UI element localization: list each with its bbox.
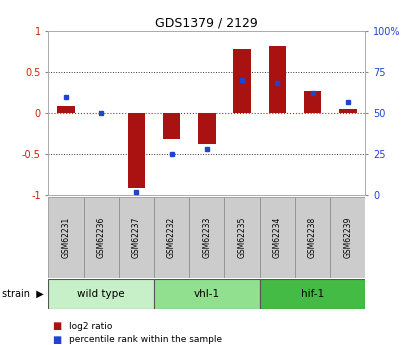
Text: GSM62233: GSM62233 — [202, 217, 211, 258]
Text: strain  ▶: strain ▶ — [2, 289, 44, 299]
Text: log2 ratio: log2 ratio — [69, 322, 113, 331]
Bar — [163, 113, 181, 139]
Bar — [339, 109, 357, 113]
Bar — [224, 197, 260, 278]
Bar — [154, 279, 260, 309]
Title: GDS1379 / 2129: GDS1379 / 2129 — [155, 17, 258, 30]
Text: wild type: wild type — [77, 289, 125, 299]
Text: vhl-1: vhl-1 — [194, 289, 220, 299]
Text: ■: ■ — [52, 335, 62, 345]
Bar — [295, 197, 330, 278]
Bar — [57, 106, 75, 113]
Text: ■: ■ — [52, 321, 62, 331]
Text: percentile rank within the sample: percentile rank within the sample — [69, 335, 223, 344]
Text: GSM62234: GSM62234 — [273, 217, 282, 258]
Bar — [260, 279, 365, 309]
Bar — [260, 197, 295, 278]
Bar — [233, 49, 251, 113]
Text: GSM62237: GSM62237 — [132, 217, 141, 258]
Bar — [304, 91, 321, 113]
Bar — [330, 197, 365, 278]
Text: GSM62236: GSM62236 — [97, 217, 106, 258]
Bar — [48, 197, 84, 278]
Text: GSM62238: GSM62238 — [308, 217, 317, 258]
Bar — [189, 197, 224, 278]
Text: GSM62231: GSM62231 — [61, 217, 71, 258]
Bar — [268, 46, 286, 113]
Bar — [48, 279, 154, 309]
Bar — [154, 197, 189, 278]
Text: GSM62232: GSM62232 — [167, 217, 176, 258]
Bar — [128, 113, 145, 188]
Text: GSM62239: GSM62239 — [343, 217, 352, 258]
Bar — [119, 197, 154, 278]
Text: hif-1: hif-1 — [301, 289, 324, 299]
Text: GSM62235: GSM62235 — [238, 217, 247, 258]
Bar — [198, 113, 215, 144]
Bar — [84, 197, 119, 278]
